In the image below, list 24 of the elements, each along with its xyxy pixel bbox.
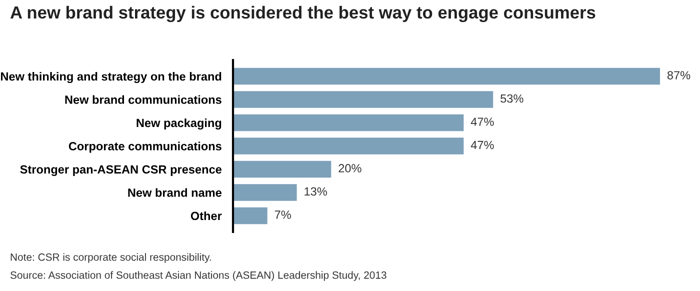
bar: [233, 68, 660, 85]
data-label: 7%: [274, 210, 291, 219]
bar: [233, 138, 464, 154]
y-tick-label: Other: [190, 211, 222, 220]
y-tick-label: New thinking and strategy on the brand: [0, 72, 222, 84]
source-note: Source: Association of Southeast Asian Nations (ASEAN) Leadership Study, 2013: [10, 271, 386, 281]
bar: [233, 160, 332, 178]
bar: [233, 91, 494, 108]
y-tick-label: Stronger pan-ASEAN CSR presence: [20, 165, 222, 176]
y-tick-label: New brand communications: [65, 95, 222, 104]
text: Note: CSR is corporate social responsibility.: [10, 253, 211, 263]
chart-title: A new brand strategy is considered the best way to engage consumers: [10, 6, 596, 22]
y-tick-label: Corporate communications: [68, 142, 222, 153]
bar: [233, 184, 297, 201]
data-label: 47%: [470, 140, 494, 150]
bar: [233, 114, 464, 132]
y-tick-label: New brand name: [128, 188, 222, 197]
data-label: 13%: [304, 187, 327, 196]
data-label: 20%: [338, 164, 362, 172]
y-tick-label: New packaging: [136, 118, 222, 130]
data-label: 53%: [500, 94, 524, 103]
bar: [233, 207, 268, 224]
data-label: 47%: [470, 118, 494, 126]
data-label: 87%: [667, 71, 690, 80]
